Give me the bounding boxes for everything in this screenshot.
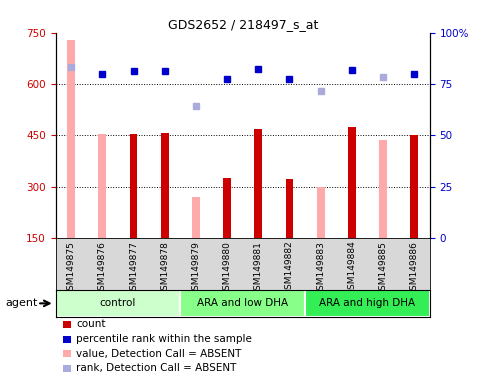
Text: GSM149885: GSM149885 [379, 241, 387, 296]
Text: value, Detection Call = ABSENT: value, Detection Call = ABSENT [76, 349, 242, 359]
Bar [67, 40, 75, 238]
Text: ARA and low DHA: ARA and low DHA [197, 298, 288, 308]
Text: GSM149882: GSM149882 [285, 241, 294, 295]
Text: GSM149877: GSM149877 [129, 241, 138, 296]
Text: count: count [76, 319, 106, 329]
Bar [192, 197, 200, 238]
Bar [305, 290, 430, 317]
Text: rank, Detection Call = ABSENT: rank, Detection Call = ABSENT [76, 363, 237, 373]
Text: GSM149883: GSM149883 [316, 241, 325, 296]
Bar [223, 178, 231, 238]
Bar [317, 187, 325, 238]
Text: GSM149881: GSM149881 [254, 241, 263, 296]
Bar [161, 132, 169, 238]
Text: GSM149879: GSM149879 [191, 241, 200, 296]
Text: GSM149884: GSM149884 [347, 241, 356, 295]
Text: GSM149875: GSM149875 [67, 241, 76, 296]
Text: control: control [100, 298, 136, 308]
Text: ARA and high DHA: ARA and high DHA [319, 298, 415, 308]
Bar [99, 134, 106, 238]
Bar [285, 179, 293, 238]
Bar [411, 136, 418, 238]
Bar [56, 290, 180, 317]
Text: GSM149880: GSM149880 [223, 241, 232, 296]
Bar [379, 141, 387, 238]
Text: percentile rank within the sample: percentile rank within the sample [76, 334, 252, 344]
Title: GDS2652 / 218497_s_at: GDS2652 / 218497_s_at [168, 18, 318, 31]
Bar [129, 134, 138, 238]
Bar [255, 129, 262, 238]
Bar [180, 290, 305, 317]
Bar [348, 127, 356, 238]
Text: agent: agent [6, 298, 38, 308]
Text: GSM149878: GSM149878 [160, 241, 169, 296]
Text: GSM149876: GSM149876 [98, 241, 107, 296]
Text: GSM149886: GSM149886 [410, 241, 419, 296]
